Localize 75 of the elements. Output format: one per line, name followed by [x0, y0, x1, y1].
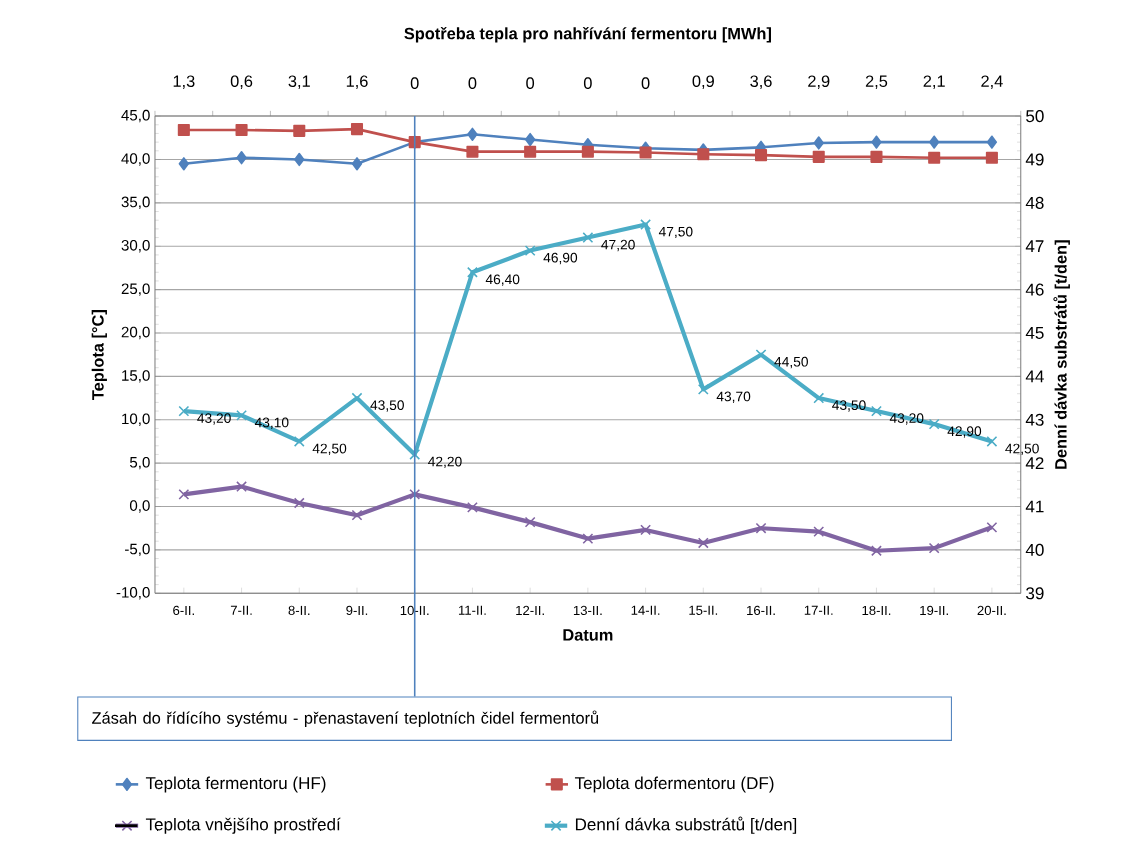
text: 0,9	[692, 75, 714, 89]
text: 0	[583, 77, 592, 89]
x-tick-label: 20-II.	[977, 605, 1006, 615]
y-tick-label: 0,0	[129, 500, 150, 513]
y2-tick-label: 50	[1026, 110, 1044, 123]
data-label: 46,90	[543, 252, 578, 265]
data-label: 42,50	[1005, 443, 1039, 455]
x-tick-label: 14-II.	[631, 605, 660, 615]
y-tick-label: 20,0	[121, 326, 150, 340]
x-tick-label: 11-II.	[458, 605, 486, 615]
text: 2,5	[865, 75, 888, 89]
text: 0	[468, 77, 477, 89]
x-tick-label: 8-II.	[288, 605, 310, 615]
data-label: 47,20	[601, 239, 635, 252]
y2-tick-label: 46	[1025, 283, 1044, 296]
text: 1,3	[173, 75, 195, 89]
x-tick-label: 16-II.	[747, 605, 775, 615]
data-label: 43,70	[716, 391, 751, 403]
text: 0,6	[230, 75, 253, 89]
text: 2,1	[923, 75, 945, 89]
x-tick-label: 12-II.	[516, 605, 544, 615]
y2-tick-label: 44	[1025, 370, 1044, 383]
text: 3,6	[750, 75, 772, 89]
y2-tick-label: 45	[1025, 326, 1044, 339]
data-label: 44,50	[774, 356, 808, 369]
y2-tick-label: 40	[1025, 543, 1044, 556]
text: Zásah do řídícího systému - přenastavení teplotních čidel fermentorů	[92, 710, 599, 727]
data-label: 43,50	[832, 400, 866, 412]
y-tick-label: 40,0	[121, 153, 150, 166]
x-axis-title: Datum	[563, 629, 613, 641]
y2-tick-label: 49	[1025, 153, 1044, 166]
y2-tick-label: 41	[1025, 500, 1044, 513]
x-tick-label: 19-II.	[920, 605, 948, 615]
y-axis-title: Teplota [°C]	[91, 310, 107, 400]
x-tick-label: 15-II.	[689, 605, 718, 615]
text: 1,6	[346, 75, 368, 89]
y-tick-label: 35,0	[121, 196, 150, 210]
y-tick-label: 5,0	[129, 456, 150, 470]
x-tick-label: 6-II.	[173, 605, 194, 615]
data-label: 47,50	[658, 226, 693, 239]
text: 3,1	[288, 75, 310, 89]
y2-tick-label: 47	[1025, 240, 1044, 253]
y-tick-label: 30,0	[121, 239, 150, 253]
y2-tick-label: 39	[1026, 587, 1044, 600]
text: 2,4	[981, 75, 1003, 89]
x-tick-label: 17-II.	[804, 605, 833, 615]
y-tick-label: 25,0	[121, 283, 150, 296]
y-tick-label: 10,0	[122, 413, 150, 426]
y2-tick-label: 42	[1025, 457, 1044, 470]
text: 2,9	[808, 75, 830, 89]
text: 0	[641, 77, 650, 89]
y-tick-label: 15,0	[122, 370, 150, 383]
data-label: 43,20	[197, 413, 231, 425]
y2-tick-label: 48	[1025, 196, 1044, 209]
y-tick-label: -10,0	[116, 586, 150, 600]
x-tick-label: 7-II.	[230, 605, 252, 615]
text: Spotřeba tepla pro nahřívání fermentoru [MWh]	[404, 26, 771, 43]
data-label: 43,20	[889, 413, 924, 425]
x-tick-label: 9-II.	[346, 605, 368, 615]
data-label: 43,50	[370, 400, 404, 412]
text: 0	[526, 77, 535, 89]
y-tick-label: 45,0	[121, 109, 150, 123]
x-tick-label: 18-II.	[862, 605, 891, 615]
data-label: 42,20	[428, 456, 462, 468]
y-tick-label: -5,0	[125, 543, 150, 557]
legend-label: Teplota dofermentoru (DF)	[574, 776, 774, 793]
legend-label: Denní dávka substrátů [t/den]	[575, 816, 797, 834]
legend-label: Teplota vnějšího prostředí	[145, 817, 341, 834]
y2-tick-label: 43	[1025, 413, 1044, 426]
y2-axis-title: Denní dávka substrátů [t/den]	[1053, 240, 1070, 469]
legend-label: Teplota fermentoru (HF)	[145, 776, 326, 793]
text: 0	[410, 77, 419, 89]
x-tick-label: 13-II.	[573, 605, 602, 615]
data-label: 46,40	[485, 274, 520, 286]
data-label: 42,50	[312, 443, 347, 455]
